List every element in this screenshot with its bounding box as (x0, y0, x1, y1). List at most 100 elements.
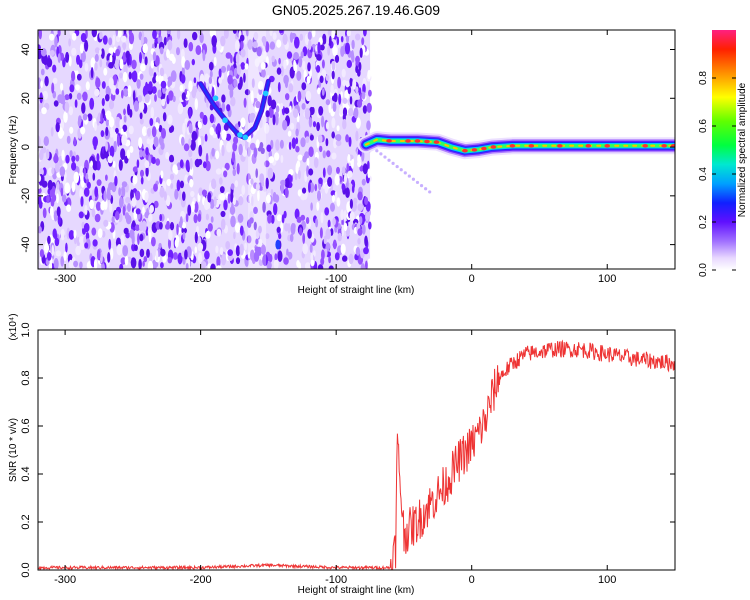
noise-speckle (168, 90, 174, 101)
noise-speckle (108, 116, 115, 128)
noise-speckle (306, 76, 311, 84)
noise-speckle (75, 84, 80, 91)
noise-speckle (125, 196, 131, 204)
noise-speckle (105, 85, 111, 97)
noise-speckle (41, 107, 47, 115)
noise-speckle (161, 98, 166, 107)
noise-speckle (331, 131, 336, 139)
noise-speckle (53, 258, 59, 269)
noise-speckle (49, 188, 55, 198)
track-tail-dot (395, 164, 399, 169)
noise-speckle (103, 219, 109, 227)
noise-speckle (96, 153, 100, 163)
noise-speckle (159, 222, 163, 230)
noise-speckle (235, 53, 240, 65)
noise-speckle (43, 136, 49, 147)
noise-speckle (328, 265, 334, 269)
noise-speckle (128, 71, 132, 80)
noise-speckle (140, 35, 144, 47)
noise-speckle (289, 233, 294, 243)
noise-speckle (335, 134, 341, 141)
noise-speckle (115, 48, 120, 57)
noise-speckle (204, 250, 210, 260)
noise-speckle (117, 30, 122, 38)
noise-speckle (84, 62, 89, 72)
noise-speckle (131, 220, 136, 228)
noise-speckle (327, 30, 333, 37)
noise-speckle (182, 122, 186, 135)
noise-speckle (100, 48, 105, 59)
noise-speckle (328, 35, 332, 47)
noise-speckle (332, 102, 337, 112)
heatmap-noise-region (38, 30, 372, 269)
noise-speckle (68, 106, 74, 116)
noise-speckle (209, 30, 214, 37)
noise-speckle (159, 186, 165, 198)
noise-speckle (309, 243, 313, 253)
noise-speckle (64, 101, 70, 113)
noise-speckle (49, 33, 55, 41)
noise-speckle (169, 154, 174, 162)
noise-speckle (240, 62, 246, 70)
noise-speckle (331, 30, 335, 39)
noise-speckle (123, 227, 129, 235)
noise-speckle (344, 172, 347, 184)
noise-speckle (158, 124, 163, 133)
noise-speckle (288, 83, 294, 93)
noise-speckle (221, 129, 227, 141)
noise-speckle (155, 158, 161, 166)
noise-speckle (119, 58, 124, 70)
noise-speckle (112, 160, 116, 168)
noise-speckle (168, 238, 171, 250)
noise-speckle (132, 175, 138, 185)
noise-speckle (76, 92, 82, 100)
noise-speckle (52, 77, 58, 85)
noise-speckle (150, 60, 154, 69)
top-y-axis: -40 -20 0 20 40 (20, 43, 675, 253)
noise-speckle (79, 236, 85, 245)
noise-speckle (66, 204, 72, 212)
top-y-axis-label: Frequency (Hz) (8, 116, 19, 185)
noise-speckle (208, 61, 214, 71)
noise-speckle (129, 146, 134, 153)
noise-speckle (181, 227, 187, 234)
noise-speckle (110, 247, 114, 260)
noise-speckle (170, 183, 174, 189)
noise-speckle (349, 77, 353, 87)
noise-speckle (159, 214, 163, 222)
noise-speckle (230, 183, 235, 190)
noise-speckle (198, 252, 203, 264)
noise-speckle (276, 214, 282, 222)
noise-speckle (268, 156, 275, 164)
noise-speckle (233, 67, 238, 77)
noise-speckle (257, 80, 264, 90)
noise-speckle (359, 165, 364, 172)
noise-speckle (169, 173, 175, 181)
noise-speckle (310, 202, 313, 211)
noise-speckle (365, 260, 368, 269)
noise-speckle (225, 240, 231, 250)
noise-speckle (306, 165, 310, 178)
noise-speckle (284, 77, 289, 89)
noise-speckle (358, 253, 361, 265)
bottom-x-axis: -300 -200 -100 0 100 (54, 330, 616, 586)
noise-speckle (40, 68, 45, 76)
noise-speckle (267, 214, 272, 224)
noise-speckle (108, 100, 115, 110)
track-tail-dot (419, 183, 424, 188)
noise-speckle (308, 168, 314, 176)
noise-speckle (355, 130, 359, 142)
heatmap-signal-track (357, 131, 675, 194)
noise-speckle (122, 88, 129, 97)
noise-speckle (180, 74, 186, 84)
noise-speckle (237, 82, 242, 90)
noise-speckle (318, 106, 324, 116)
noise-speckle (165, 223, 171, 230)
noise-speckle (342, 97, 348, 104)
noise-speckle (315, 218, 319, 228)
noise-speckle (68, 93, 73, 100)
noise-speckle (277, 82, 281, 93)
noise-speckle (305, 136, 310, 144)
noise-speckle (183, 143, 190, 152)
noise-speckle (151, 236, 156, 247)
